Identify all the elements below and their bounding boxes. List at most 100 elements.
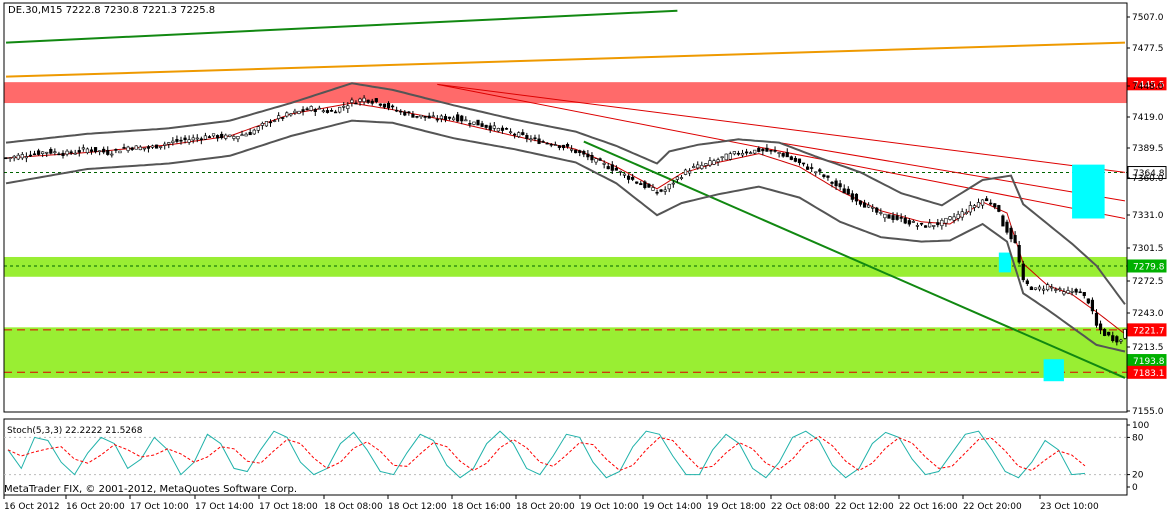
candle-body — [960, 211, 964, 218]
candle-body — [565, 144, 570, 147]
candle-body — [452, 117, 456, 121]
price-marker-box — [1127, 259, 1167, 273]
candle-body — [187, 139, 191, 143]
time-tick-label: 19 Oct 10:00 — [580, 502, 639, 512]
candle-body — [150, 145, 155, 148]
candle-body — [940, 220, 944, 227]
candle-body — [907, 220, 911, 225]
candle-body — [228, 134, 232, 137]
candle-body — [517, 132, 521, 137]
candle-body — [639, 183, 643, 186]
candle-body — [443, 116, 448, 120]
candle-body — [570, 148, 574, 151]
price-zone — [4, 82, 1127, 104]
candle-body — [578, 150, 582, 153]
candle-body — [224, 134, 228, 139]
time-tick-label: 18 Oct 20:00 — [516, 502, 575, 512]
candle-body — [146, 146, 151, 149]
highlight-box — [998, 252, 1012, 273]
time-tick-label: 18 Oct 16:00 — [452, 502, 511, 512]
candle-body — [911, 221, 915, 223]
candle-body — [142, 147, 146, 150]
candle-body — [488, 125, 492, 131]
candle-body — [16, 154, 20, 160]
stochastic-tick-label: 20 — [1132, 471, 1144, 481]
candle-body — [647, 183, 651, 188]
candle-body — [923, 225, 928, 228]
candle-body — [1107, 331, 1111, 336]
candle-body — [936, 222, 940, 226]
candle-body — [793, 157, 797, 162]
time-tick-label: 18 Oct 08:00 — [324, 502, 383, 512]
candle-body — [1094, 312, 1099, 326]
stochastic-tick-label: 80 — [1132, 433, 1144, 443]
candle-body — [956, 213, 960, 219]
candle-body — [834, 180, 838, 187]
candle-body — [626, 175, 631, 180]
candle-body — [602, 162, 606, 165]
candle-body — [1033, 287, 1038, 290]
candle-body — [36, 150, 41, 155]
candle-body — [73, 152, 77, 155]
candle-body — [521, 132, 525, 135]
candle-body — [1005, 221, 1009, 233]
candle-body — [830, 181, 834, 184]
candle-body — [867, 204, 871, 208]
price-zone — [4, 256, 1127, 277]
candle-body — [297, 110, 301, 114]
candle-body — [838, 183, 842, 188]
candle-body — [203, 135, 208, 140]
price-tick-label: 7419.0 — [1132, 113, 1164, 123]
candle-body — [919, 222, 924, 225]
price-marker-label: 7193.8 — [1133, 357, 1165, 367]
candle-body — [8, 157, 12, 159]
candle-body — [252, 129, 256, 135]
candle-body — [728, 153, 732, 160]
highlight-box — [1043, 359, 1064, 382]
candle-body — [167, 142, 171, 145]
candle-body — [325, 110, 330, 113]
candle-body — [1062, 291, 1066, 295]
candle-body — [45, 151, 49, 154]
price-tick-label: 7389.5 — [1132, 144, 1164, 154]
candle-body — [390, 105, 395, 108]
trendline — [437, 83, 1126, 173]
candle-body — [606, 166, 610, 170]
candle-body — [256, 126, 260, 131]
stochastic-main-line — [7, 430, 1086, 479]
candle-body — [374, 98, 378, 103]
candle-body — [435, 118, 439, 121]
price-marker-box — [1127, 77, 1167, 91]
stochastic-signal-line — [7, 435, 1086, 472]
candle-body — [582, 151, 586, 155]
candle-body — [1058, 288, 1062, 291]
candle-body — [972, 205, 977, 208]
candle-body — [346, 105, 350, 109]
candle-body — [1013, 235, 1017, 243]
candle-body — [93, 147, 98, 153]
copyright-text: MetaTrader FIX, © 2001-2012, MetaQuotes … — [4, 484, 297, 495]
candle-body — [968, 205, 972, 213]
trendline — [437, 83, 1126, 219]
candle-body — [305, 108, 309, 111]
candle-body — [862, 202, 867, 208]
candle-body — [232, 136, 236, 139]
candle-body — [175, 139, 179, 142]
candle-body — [159, 146, 163, 148]
candle-body — [317, 107, 321, 110]
candle-body — [814, 171, 818, 174]
trendline — [779, 142, 1126, 202]
candle-body — [712, 160, 716, 165]
candle-body — [12, 155, 16, 159]
candle-body — [643, 181, 647, 188]
candle-body — [358, 98, 362, 102]
candle-body — [1017, 245, 1021, 263]
candle-body — [439, 115, 444, 119]
candle-body — [663, 189, 667, 192]
candle-body — [777, 152, 781, 154]
candle-body — [675, 176, 679, 180]
candle-body — [928, 222, 932, 228]
candle-body — [268, 121, 273, 124]
candle-body — [399, 110, 403, 113]
time-tick-label: 19 Oct 14:00 — [643, 502, 702, 512]
